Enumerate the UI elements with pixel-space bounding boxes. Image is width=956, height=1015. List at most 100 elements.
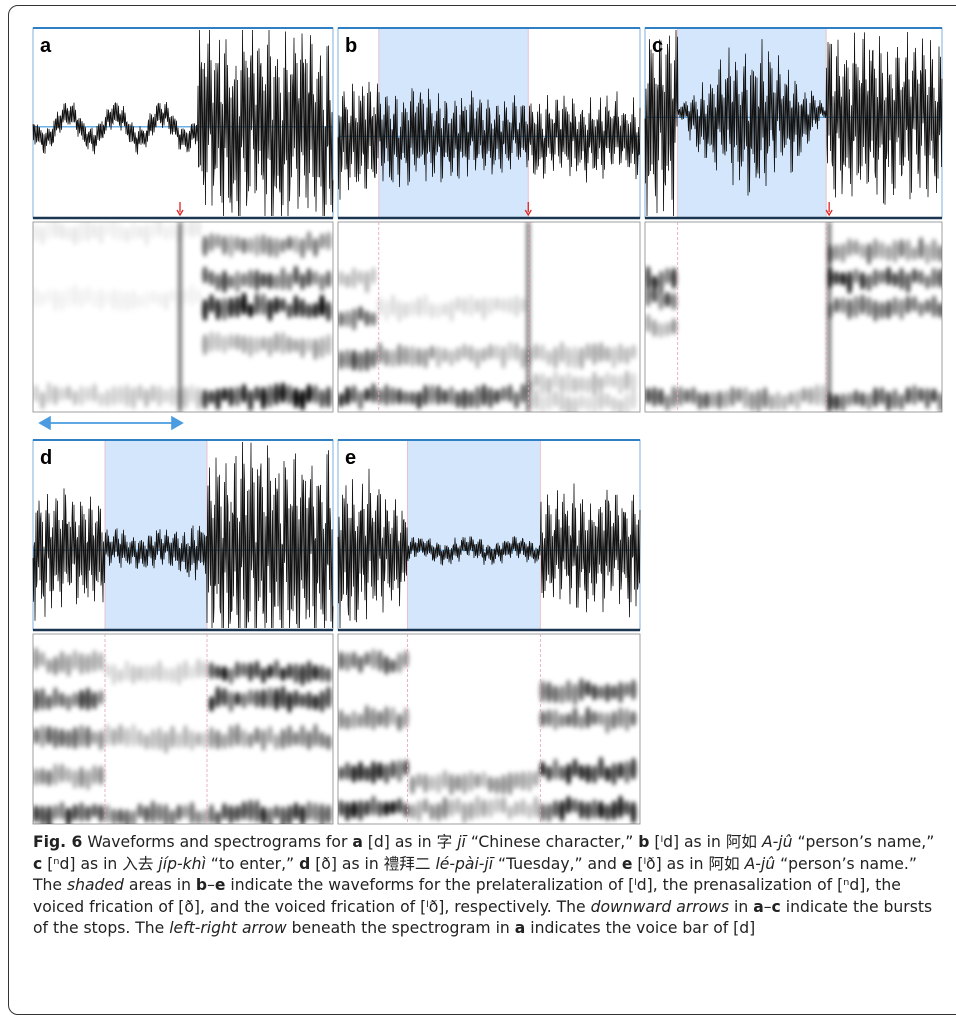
spectral-energy	[396, 759, 403, 783]
spectral-energy	[833, 297, 840, 314]
spectral-energy	[651, 275, 658, 290]
spectral-energy	[598, 388, 604, 411]
spectral-energy	[585, 801, 591, 821]
spectral-energy	[604, 371, 611, 389]
spectral-energy	[98, 689, 104, 705]
spectral-energy	[163, 291, 169, 311]
spectral-energy	[435, 802, 442, 822]
spectral-energy	[137, 665, 143, 682]
spectral-energy	[163, 666, 169, 683]
spectral-energy	[409, 390, 416, 406]
spectral-energy	[357, 713, 364, 729]
spectral-energy	[559, 392, 565, 412]
spectral-energy	[39, 805, 46, 824]
waveform	[32, 29, 334, 217]
spectral-energy	[559, 799, 565, 822]
spectral-energy	[775, 391, 781, 411]
spectral-energy	[684, 388, 690, 404]
spectral-energy	[416, 800, 422, 822]
spectral-energy	[306, 230, 312, 252]
spectral-energy	[435, 302, 442, 319]
spectral-energy	[552, 390, 559, 408]
spectral-energy	[565, 679, 572, 703]
spectral-energy	[72, 649, 78, 671]
spectral-energy	[442, 389, 448, 405]
spectral-energy	[202, 730, 208, 749]
spectral-energy	[98, 765, 104, 786]
spectral-energy	[124, 290, 130, 312]
spectral-energy	[312, 694, 319, 711]
spectral-energy	[143, 291, 150, 309]
spectral-energy	[293, 387, 299, 409]
spectral-energy	[254, 385, 260, 402]
spectral-energy	[859, 271, 866, 291]
spectral-energy	[546, 376, 552, 393]
spectral-energy	[866, 242, 872, 266]
spectral-energy	[377, 296, 383, 316]
spectral-energy	[565, 371, 572, 395]
spectral-energy	[59, 650, 65, 674]
spectral-energy	[931, 267, 937, 288]
spectral-energy	[885, 299, 892, 320]
spectral-energy	[403, 345, 409, 366]
spectral-energy	[552, 370, 559, 389]
spectral-energy	[585, 376, 591, 394]
spectral-energy	[137, 294, 143, 309]
spectral-energy	[241, 334, 247, 354]
spectral-energy	[228, 724, 234, 749]
spectral-energy	[468, 294, 474, 318]
spectral-energy	[267, 272, 273, 290]
spectral-energy	[247, 689, 254, 706]
spectral-energy	[539, 802, 546, 822]
caption-run: Waveforms and spectrograms for	[82, 833, 353, 851]
spectral-energy	[370, 707, 377, 731]
burst	[827, 222, 832, 412]
spectral-energy	[306, 303, 312, 319]
spectral-energy	[422, 384, 429, 407]
spectral-energy	[872, 386, 879, 408]
spectral-energy	[72, 283, 78, 307]
spectrogram	[645, 222, 942, 412]
spectral-energy	[617, 398, 624, 412]
spectral-energy	[658, 270, 664, 295]
spectral-energy	[72, 225, 78, 246]
spectral-energy	[396, 713, 403, 732]
spectral-energy	[671, 385, 677, 408]
spectral-energy	[500, 297, 507, 313]
spectral-energy	[658, 388, 664, 406]
spectral-energy	[931, 295, 937, 318]
spectral-energy	[351, 800, 357, 819]
spectral-energy	[403, 707, 409, 729]
spectral-energy	[630, 344, 637, 360]
spectral-energy	[189, 664, 195, 680]
spectral-energy	[924, 274, 931, 290]
spectral-energy	[247, 237, 254, 254]
spectral-energy	[645, 283, 651, 308]
spectral-energy	[624, 346, 630, 365]
caption-run: downward arrows	[590, 897, 730, 916]
spectral-energy	[500, 774, 507, 796]
spectral-energy	[182, 385, 189, 410]
caption-run: indicates the voice bar of [d]	[525, 919, 756, 937]
spectral-energy	[591, 798, 598, 820]
spectral-energy	[422, 773, 429, 794]
spectral-energy	[176, 731, 182, 749]
spectral-energy	[234, 661, 241, 679]
spectral-energy	[130, 664, 137, 685]
spectral-energy	[598, 800, 604, 820]
spectral-energy	[624, 682, 630, 697]
spectral-energy	[202, 333, 208, 356]
spectral-energy	[163, 388, 169, 404]
spectral-energy	[853, 389, 859, 406]
spectral-energy	[461, 296, 468, 316]
spectral-energy	[280, 382, 286, 404]
spectral-energy	[221, 297, 228, 321]
spectral-energy	[254, 726, 260, 745]
spectral-energy	[182, 804, 189, 819]
spectral-energy	[736, 387, 742, 403]
spectral-energy	[572, 345, 578, 370]
spectral-energy	[260, 688, 267, 709]
spectral-energy	[52, 288, 59, 312]
spectral-energy	[208, 293, 215, 314]
spectral-energy	[630, 710, 637, 727]
